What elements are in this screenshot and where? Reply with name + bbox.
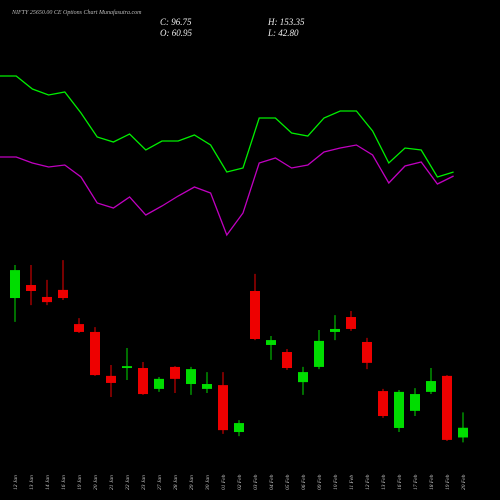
candle-body — [410, 394, 420, 411]
candle-body — [266, 340, 276, 345]
x-tick-label: 29 Jan — [189, 475, 195, 490]
candle-body — [330, 328, 340, 332]
candle-body — [10, 270, 20, 299]
candle-body — [458, 427, 468, 438]
x-tick-label: 12 Feb — [365, 474, 371, 490]
x-tick-label: 03 Feb — [253, 474, 259, 490]
x-tick-label: 12 Jan — [13, 475, 19, 490]
x-tick-label: 19 Jan — [77, 475, 83, 490]
candle-body — [426, 381, 436, 392]
candle-body — [250, 290, 260, 339]
x-tick-label: 02 Feb — [237, 474, 243, 490]
x-tick-label: 05 Feb — [285, 474, 291, 490]
x-tick-label: 09 Feb — [317, 474, 323, 490]
x-tick-label: 01 Feb — [221, 474, 227, 490]
candle-body — [170, 366, 180, 379]
x-tick-label: 19 Feb — [445, 474, 451, 490]
candle-body — [58, 289, 68, 299]
x-tick-label: 30 Jan — [205, 475, 211, 491]
x-tick-label: 04 Feb — [268, 474, 275, 490]
x-tick-label: 11 Feb — [349, 475, 355, 490]
candle-body — [218, 385, 228, 431]
chart-title: NIFTY 25650.00 CE Options Chart Munafasu… — [11, 9, 142, 16]
candle-body — [442, 375, 452, 440]
x-tick-label: 06 Feb — [301, 474, 307, 490]
candle-body — [90, 331, 100, 376]
x-tick-label: 20 Feb — [461, 474, 467, 490]
x-tick-label: 16 Jan — [61, 475, 67, 490]
candle-body — [314, 340, 324, 367]
candle-body — [186, 369, 196, 385]
x-tick-label: 18 Feb — [429, 474, 435, 490]
x-tick-label: 28 Jan — [173, 475, 179, 490]
candle-body — [74, 324, 84, 332]
candle-body — [346, 317, 356, 329]
candle-body — [282, 352, 292, 369]
line-series — [0, 144, 454, 237]
candle-body — [362, 341, 372, 363]
line-series — [0, 75, 454, 178]
candle-body — [106, 375, 116, 383]
x-tick-label: 13 Feb — [381, 474, 387, 490]
candle-body — [42, 296, 52, 303]
candle-body — [122, 366, 132, 369]
x-tick-label: 10 Feb — [333, 474, 339, 490]
candle-body — [138, 368, 148, 395]
x-tick-label: 27 Jan — [157, 475, 163, 490]
ohlc-low: L: 42.80 — [267, 28, 299, 38]
x-tick-label: 23 Jan — [141, 475, 147, 490]
candle-body — [378, 391, 388, 417]
candle-body — [202, 384, 212, 389]
x-tick-label: 17 Feb — [413, 474, 419, 490]
ohlc-close: C: 96.75 — [160, 17, 192, 27]
candle-body — [298, 372, 308, 383]
candle-body — [154, 378, 164, 389]
x-tick-label: 13 Jan — [29, 475, 35, 490]
x-tick-label: 16 Feb — [397, 474, 403, 490]
x-tick-label: 22 Jan — [125, 475, 131, 490]
x-tick-label: 20 Jan — [93, 475, 99, 490]
x-tick-label: 21 Jan — [109, 475, 115, 490]
candle-body — [394, 391, 404, 428]
candle-body — [234, 423, 244, 433]
x-tick-label: 14 Jan — [44, 475, 51, 490]
ohlc-open: O: 60.95 — [160, 28, 192, 38]
ohlc-high: H: 153.35 — [267, 17, 305, 27]
candle-body — [26, 285, 36, 291]
